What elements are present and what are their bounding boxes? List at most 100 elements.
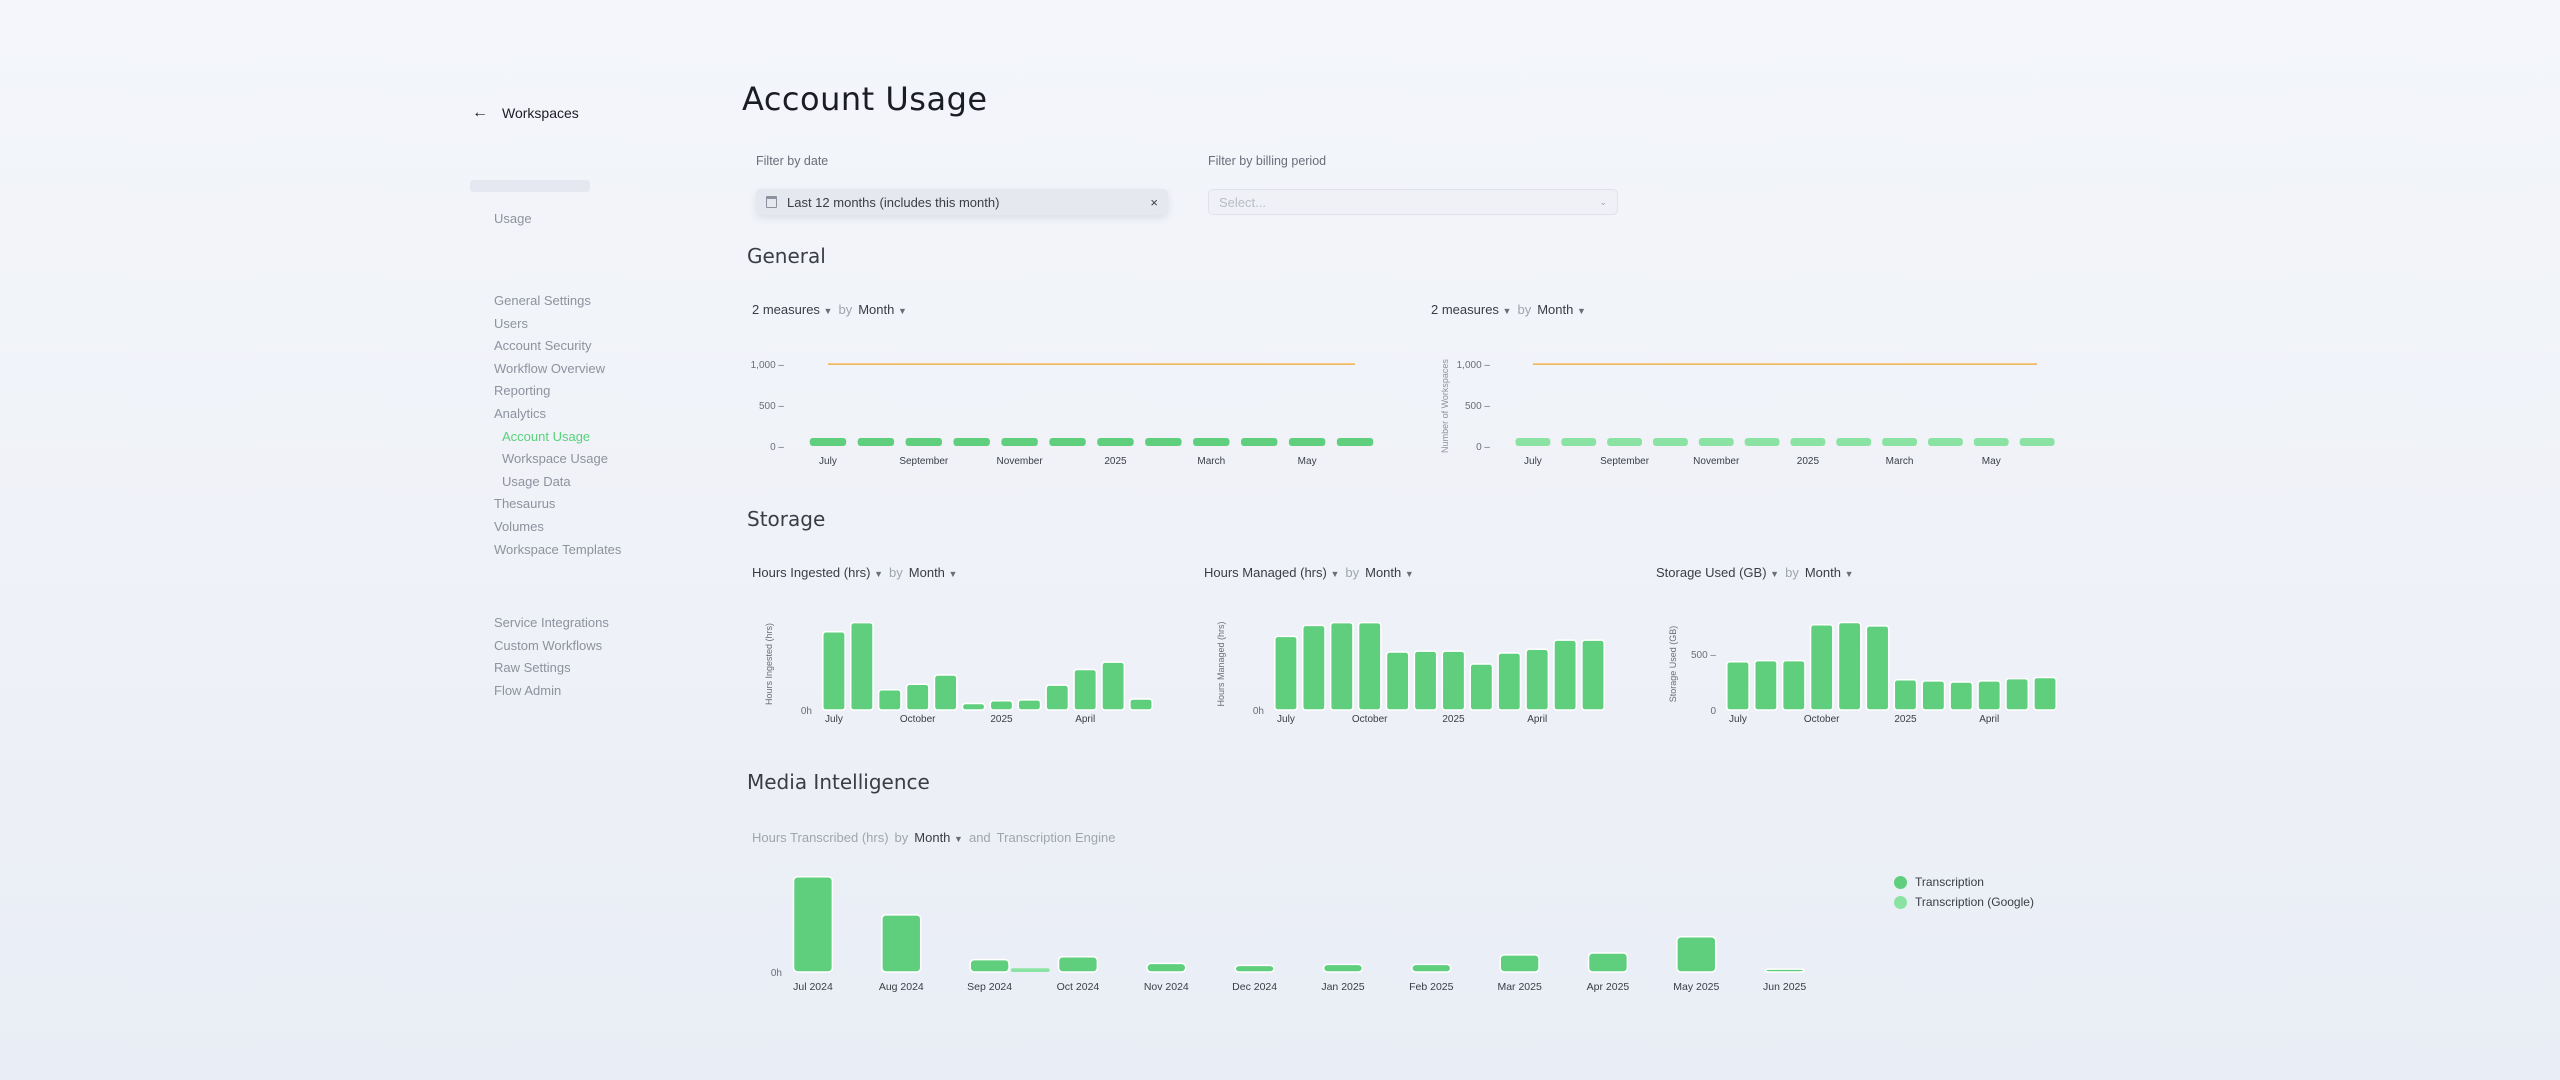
group2-dropdown[interactable]: Transcription Engine xyxy=(996,830,1116,845)
bar xyxy=(1441,650,1466,711)
y-tick-label: 0h xyxy=(771,968,782,979)
sidebar-item[interactable]: Raw Settings xyxy=(494,660,571,676)
general-left-controls: 2 measures ▼ by Month ▼ xyxy=(752,302,907,317)
chevron-down-icon: ⌄ xyxy=(1599,196,1607,207)
bar xyxy=(857,438,895,446)
x-tick-label: March xyxy=(1197,456,1225,467)
bar xyxy=(1921,680,1946,711)
x-tick-label: May 2025 xyxy=(1673,981,1719,993)
bar xyxy=(792,876,834,973)
bar xyxy=(1581,639,1605,711)
x-tick-label: Mar 2025 xyxy=(1497,981,1542,993)
group-dropdown[interactable]: Month ▼ xyxy=(858,302,907,317)
sidebar-item[interactable]: Flow Admin xyxy=(494,682,562,698)
bar xyxy=(1073,668,1098,711)
x-tick-label: 2025 xyxy=(1442,714,1465,725)
x-tick-label: November xyxy=(1693,456,1740,467)
sidebar-item[interactable]: General Settings xyxy=(494,293,591,308)
bar xyxy=(969,958,1010,973)
section-storage-title: Storage xyxy=(747,507,826,531)
sidebar-subitem[interactable]: Workspace Usage xyxy=(502,451,608,467)
measures-dropdown[interactable]: 2 measures ▼ xyxy=(752,302,833,317)
sidebar-item[interactable]: Service Integrations xyxy=(494,615,609,630)
x-tick-label: April xyxy=(1527,714,1547,725)
measure-dropdown[interactable]: Hours Ingested (hrs) ▼ xyxy=(752,565,884,580)
filter-date-label: Filter by date xyxy=(756,154,829,168)
storage-c2-controls: Hours Managed (hrs) ▼ by Month ▼ xyxy=(1204,565,1414,580)
y-tick-label: 500 – xyxy=(1691,650,1716,661)
group-dropdown[interactable]: Month ▼ xyxy=(914,830,963,845)
group-dropdown[interactable]: Month ▼ xyxy=(908,565,958,580)
sidebar-subitem[interactable]: Account Usage xyxy=(502,428,591,444)
x-tick-label: Jan 2025 xyxy=(1321,981,1364,993)
chevron-down-icon: ▼ xyxy=(954,834,963,844)
bar xyxy=(1017,699,1042,711)
group-dropdown[interactable]: Month ▼ xyxy=(1365,565,1414,580)
bar xyxy=(1469,663,1494,711)
bar xyxy=(1977,680,2002,711)
storage-c3-controls: Storage Used (GB) ▼ by Month ▼ xyxy=(1656,565,1854,580)
bar xyxy=(1301,624,1326,711)
x-tick-label: July xyxy=(825,714,843,725)
x-tick-label: Aug 2024 xyxy=(879,981,924,993)
sidebar-item[interactable]: Custom Workflows xyxy=(494,637,603,653)
y-tick-label: 0 – xyxy=(770,442,784,453)
sidebar-item[interactable]: Workflow Overview xyxy=(494,360,606,376)
bar xyxy=(1010,968,1050,972)
sidebar-nav-usage: Usage xyxy=(494,208,532,231)
legend-label: Transcription xyxy=(1915,875,1984,889)
legend-label: Transcription (Google) xyxy=(1915,895,2034,909)
bar xyxy=(905,438,942,446)
bar xyxy=(1357,621,1382,711)
y-tick-label: 500 – xyxy=(1465,401,1490,412)
sidebar-item[interactable]: Users xyxy=(494,315,528,331)
sidebar-subitem[interactable]: Usage Data xyxy=(502,473,571,489)
x-tick-label: July xyxy=(1277,714,1295,725)
bar xyxy=(1329,621,1354,711)
close-icon[interactable]: × xyxy=(1150,194,1158,210)
sidebar-item-usage[interactable]: Usage xyxy=(494,211,532,226)
by-label: by xyxy=(1345,565,1360,580)
legend-item-transcription[interactable]: Transcription xyxy=(1894,875,1984,889)
sidebar-item[interactable]: Reporting xyxy=(494,383,551,399)
x-tick-label: July xyxy=(819,456,837,467)
media-controls: Hours Transcribed (hrs) by Month ▼ and T… xyxy=(752,830,1115,845)
x-tick-label: October xyxy=(900,714,936,725)
back-to-workspaces[interactable]: ← Workspaces xyxy=(472,104,579,122)
y-tick-label: 1,000 – xyxy=(751,360,785,371)
bar xyxy=(1753,659,1778,711)
group-dropdown[interactable]: Month ▼ xyxy=(1804,565,1854,580)
date-filter[interactable]: Last 12 months (includes this month) × xyxy=(756,189,1168,215)
section-general-title: General xyxy=(747,244,826,268)
bar xyxy=(1553,639,1578,711)
chevron-down-icon: ▼ xyxy=(1770,569,1780,579)
bar xyxy=(1288,438,1326,446)
sidebar-item[interactable]: Thesaurus xyxy=(494,496,556,512)
measure-dropdown[interactable]: Storage Used (GB) ▼ xyxy=(1656,565,1780,580)
bar xyxy=(1949,681,1974,711)
sidebar-item[interactable]: Workspace Templates xyxy=(494,541,622,557)
bar xyxy=(1893,678,1918,711)
legend-item-transcription-google[interactable]: Transcription (Google) xyxy=(1894,895,2034,909)
y-axis-label: Hours Ingested (hrs) xyxy=(764,623,774,705)
bar xyxy=(1764,968,1805,973)
x-tick-label: September xyxy=(899,456,949,467)
filter-billing-label: Filter by billing period xyxy=(1208,154,1327,168)
measure-dropdown[interactable]: Hours Transcribed (hrs) xyxy=(752,830,889,845)
billing-period-select[interactable]: Select... ⌄ xyxy=(1208,189,1618,215)
sidebar-item[interactable]: Account Security xyxy=(494,338,592,354)
x-tick-label: April xyxy=(1979,714,1999,725)
sidebar-item[interactable]: Analytics xyxy=(494,405,547,421)
bar xyxy=(2033,676,2057,711)
bar xyxy=(877,689,902,711)
x-tick-label: May xyxy=(1298,456,1317,467)
measures-dropdown[interactable]: 2 measures ▼ xyxy=(1431,302,1512,317)
sidebar-item[interactable]: Volumes xyxy=(494,518,544,534)
x-tick-label: Jun 2025 xyxy=(1763,981,1806,993)
bar xyxy=(1744,438,1780,446)
x-tick-label: July xyxy=(1524,456,1542,467)
sidebar-section-header xyxy=(470,180,590,192)
group-dropdown[interactable]: Month ▼ xyxy=(1537,302,1586,317)
measure-dropdown[interactable]: Hours Managed (hrs) ▼ xyxy=(1204,565,1340,580)
bar xyxy=(1322,963,1364,973)
